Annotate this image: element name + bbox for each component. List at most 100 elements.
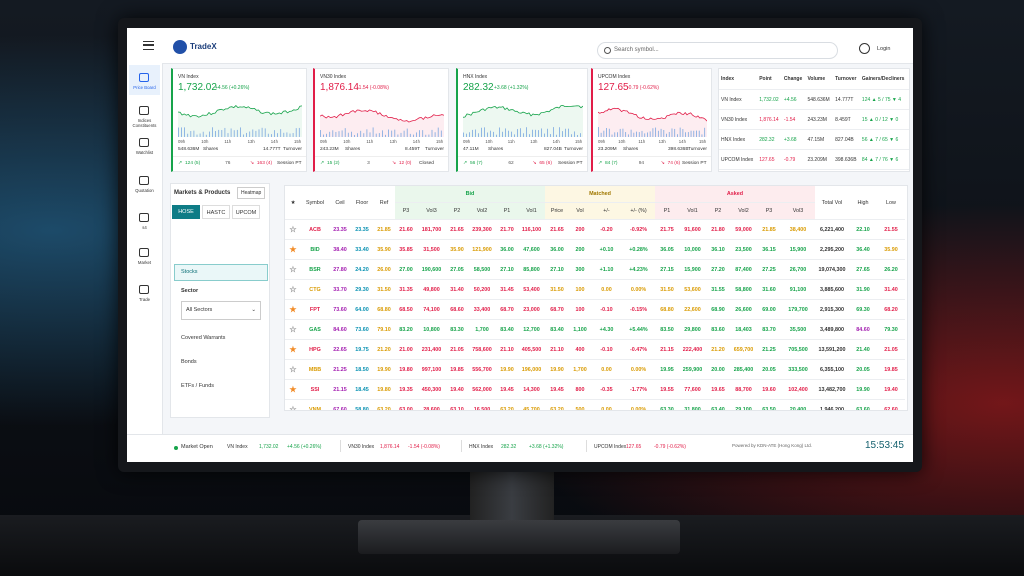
watch-star[interactable]: ☆ <box>285 359 301 380</box>
summary-cell: VN30 Index <box>719 109 758 130</box>
up-icon: ↗ <box>463 160 468 166</box>
board-cell: 63.20 <box>545 399 569 410</box>
board-cell: 68.80 <box>373 299 395 320</box>
column-header: P2 <box>446 202 468 220</box>
board-cell: 28,600 <box>417 399 446 410</box>
board-row[interactable]: ☆ CTG 33.70 29.30 31.50 31.35 49,800 31.40 50,20… <box>285 279 905 300</box>
summary-cell: -1.54 <box>781 109 806 130</box>
heatmap-button[interactable]: Heatmap <box>237 187 266 199</box>
stocks-item[interactable]: Stocks <box>174 264 268 281</box>
login-button[interactable]: Login <box>877 46 891 52</box>
symbol: VNM <box>301 399 329 410</box>
board-cell: +0.10 <box>591 239 622 260</box>
summary-cell: 1,876.14 <box>757 109 782 130</box>
sidebar-label[interactable]: s4 <box>142 225 147 230</box>
board-cell: 23.35 <box>329 219 351 240</box>
index-change: -1.54 (-0.08%) <box>357 85 389 91</box>
board-cell: 62.60 <box>877 399 905 410</box>
turnover-value: 14.777T <box>263 147 281 152</box>
board-cell: 21.10 <box>496 339 518 360</box>
board-row[interactable]: ☆ ACB 23.35 23.35 21.85 21.60 181,700 21.65 239,… <box>285 219 905 240</box>
board-cell: 77,600 <box>679 379 706 400</box>
column-header: Vol1 <box>518 202 545 220</box>
time-label: 09h <box>598 139 606 144</box>
watch-star[interactable]: ☆ <box>285 399 301 410</box>
summary-cell: 8.459T <box>833 109 860 130</box>
board-cell: 3,489,800 <box>815 319 849 340</box>
board-row[interactable]: ☆ GAS 84.60 73.60 79.10 83.20 10,800 83.30 1,700… <box>285 319 905 340</box>
board-cell: 231,400 <box>417 339 446 360</box>
sidebar-active <box>129 65 160 95</box>
sidebar-label[interactable]: Price Board <box>133 85 156 90</box>
volume-bar <box>363 133 365 137</box>
time-label: 14h <box>270 139 278 144</box>
summary-cell: 14.777T <box>833 89 860 110</box>
watch-star[interactable]: ☆ <box>285 319 301 340</box>
volume-bar <box>499 127 500 137</box>
board-cell: 58,800 <box>730 279 757 300</box>
volume-bar <box>580 133 581 137</box>
watch-star[interactable]: ★ <box>285 379 301 400</box>
column-header: High <box>849 186 877 220</box>
board-row[interactable]: ★ HPG 22.65 19.75 21.20 21.00 231,400 21.05 758,… <box>285 339 905 360</box>
board-row[interactable]: ★ BID 38.40 33.40 35.90 35.85 31,500 35.90 121,9… <box>285 239 905 260</box>
clock: 15:53:45 <box>865 440 904 451</box>
watch-star[interactable]: ☆ <box>285 279 301 300</box>
board-cell: 2,295,200 <box>815 239 849 260</box>
watch-star[interactable]: ☆ <box>285 219 301 240</box>
watch-star[interactable]: ★ <box>285 239 301 260</box>
watch-star[interactable]: ★ <box>285 339 301 360</box>
volume-bar <box>267 133 269 137</box>
market-tab[interactable]: HASTC <box>202 205 230 219</box>
sidebar-label[interactable]: Indices Constituents <box>132 118 157 128</box>
sidebar-label[interactable]: Trade <box>138 297 151 302</box>
board-cell: 259,900 <box>679 359 706 380</box>
board-cell: 36.15 <box>757 239 781 260</box>
sector-label: Sector <box>181 288 199 294</box>
menu-item[interactable]: ETFs / Funds <box>181 383 215 389</box>
board-row[interactable]: ☆ MBB 21.25 18.50 19.90 19.80 997,100 19.85 556,… <box>285 359 905 380</box>
menu-button[interactable] <box>143 41 154 50</box>
column-header: Vol <box>569 202 591 220</box>
watch-star[interactable]: ★ <box>285 299 301 320</box>
menu-item[interactable]: Bonds <box>181 359 197 365</box>
board-row[interactable]: ☆ VNM 67.60 58.80 63.20 63.00 28,600 63.10 16,50… <box>285 399 905 410</box>
menu-item[interactable]: Covered Warrants <box>181 335 226 341</box>
board-cell: 21.85 <box>373 219 395 240</box>
user-icon[interactable] <box>859 43 870 54</box>
board-cell: 50,200 <box>468 279 496 300</box>
volume-bar <box>230 128 232 137</box>
board-row[interactable]: ★ SSI 21.15 18.45 19.80 19.35 450,300 19.40 562,… <box>285 379 905 400</box>
board-row[interactable]: ★ FPT 73.60 64.00 68.80 68.50 74,100 68.60 33,40… <box>285 299 905 320</box>
board-cell: 333,500 <box>781 359 815 380</box>
turnover-label: Turnover <box>688 147 708 152</box>
sidebar-label[interactable]: Watchlist <box>135 150 154 155</box>
board-cell: 20.05 <box>849 359 877 380</box>
summary-cell: 56 ▲ 7 / 65 ▼ 6 <box>859 129 909 150</box>
board-cell: 68.50 <box>395 299 417 320</box>
volume-bar <box>280 129 282 137</box>
board-cell: 997,100 <box>417 359 446 380</box>
sidebar-label[interactable]: Quotation <box>135 188 154 193</box>
board-cell: 47,600 <box>518 239 545 260</box>
board-cell: 21.20 <box>706 339 730 360</box>
sector-select[interactable]: All Sectors ⌄ <box>181 301 261 320</box>
market-tab[interactable]: UPCOM <box>232 205 260 219</box>
board-cell: 19.45 <box>545 379 569 400</box>
board-row[interactable]: ☆ BSR 27.80 24.20 26.00 27.00 190,600 27.05 58,5… <box>285 259 905 280</box>
board-cell: 83.60 <box>706 319 730 340</box>
time-label: 13h <box>530 139 538 144</box>
search-box[interactable]: Search symbol... <box>597 42 838 59</box>
volume-bar <box>472 129 473 137</box>
watch-star[interactable]: ☆ <box>285 259 301 280</box>
down-icon: ↘ <box>391 160 397 166</box>
down-icon: ↘ <box>249 160 255 166</box>
volume-bar <box>532 129 533 137</box>
unchanged: 3 <box>367 161 370 166</box>
index-change: +3.68 (+1.32%) <box>494 85 529 91</box>
board-cell: 21.55 <box>877 219 905 240</box>
sidebar-label[interactable]: Market <box>137 260 152 265</box>
market-tab[interactable]: HOSE <box>172 205 200 219</box>
volume-bar <box>196 134 198 137</box>
